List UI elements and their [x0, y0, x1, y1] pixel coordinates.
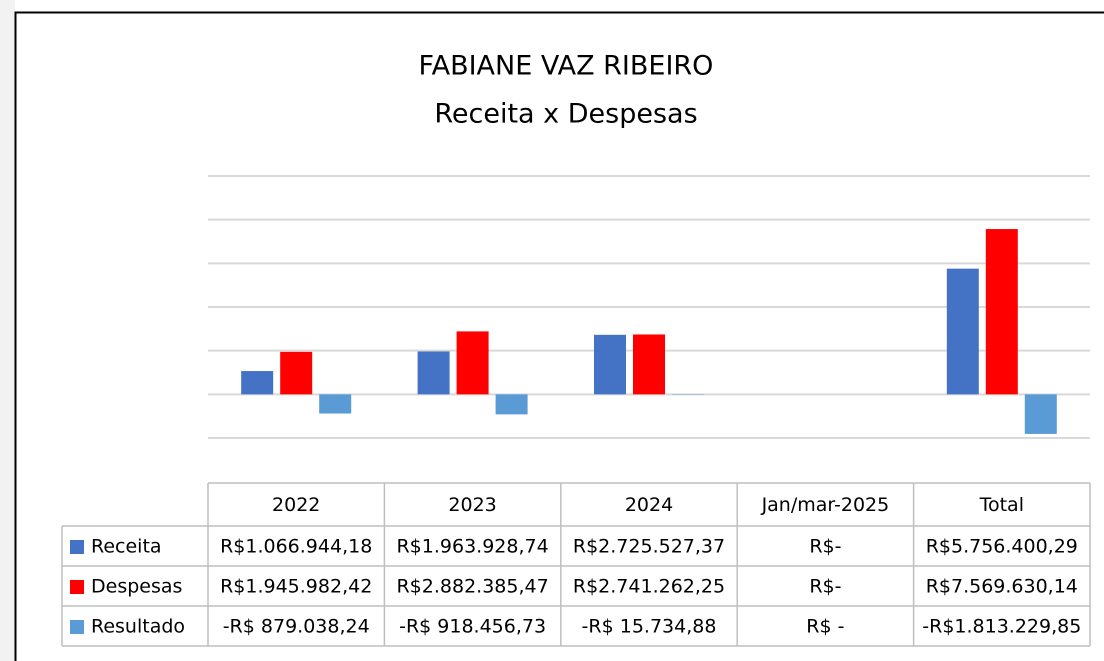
x-tick-label: Jan/mar-2025 [761, 494, 890, 516]
table-value: R$2.741.262,25 [573, 576, 725, 598]
table-value: R$2.882.385,47 [396, 576, 548, 598]
table-value: R$2.725.527,37 [573, 536, 725, 558]
bar [456, 331, 489, 395]
table-value: R$ - [806, 616, 844, 638]
table-value: -R$ 15.734,88 [582, 616, 717, 638]
bar [241, 371, 274, 395]
bar [417, 351, 450, 395]
bar [1024, 394, 1057, 434]
bar [594, 334, 626, 395]
frame [14, 11, 1104, 661]
table-value: R$5.756.400,29 [926, 536, 1078, 558]
table-value: R$1.963.928,74 [396, 536, 548, 558]
legend-label: Resultado [91, 616, 185, 638]
x-tick-label: Total [979, 494, 1024, 516]
table-value: R$1.945.982,42 [220, 576, 372, 598]
bar [946, 268, 979, 395]
table-value: R$- [809, 576, 841, 598]
chart-title: FABIANE VAZ RIBEIRO [419, 51, 714, 82]
table-value: -R$1.813.229,85 [922, 616, 1081, 638]
legend-label: Receita [91, 536, 162, 558]
table-value: -R$ 918.456,73 [399, 616, 546, 638]
x-tick-label: 2024 [625, 494, 673, 516]
table-value: R$7.569.630,14 [926, 576, 1078, 598]
bar [495, 394, 528, 415]
legend-label: Despesas [91, 576, 182, 598]
chart-subtitle: Receita x Despesas [434, 99, 697, 130]
table-value: -R$ 879.038,24 [223, 616, 370, 638]
legend-key [70, 540, 84, 554]
table-value: R$1.066.944,18 [220, 536, 372, 558]
x-tick-label: 2023 [448, 494, 496, 516]
table-value: R$- [809, 536, 841, 558]
bar [633, 334, 665, 395]
x-tick-label: 2022 [272, 494, 320, 516]
side-strip [0, 0, 15, 661]
bar [319, 394, 352, 414]
legend-key [70, 580, 84, 594]
legend-key [70, 620, 84, 634]
bar [280, 351, 313, 395]
bar [985, 229, 1018, 395]
